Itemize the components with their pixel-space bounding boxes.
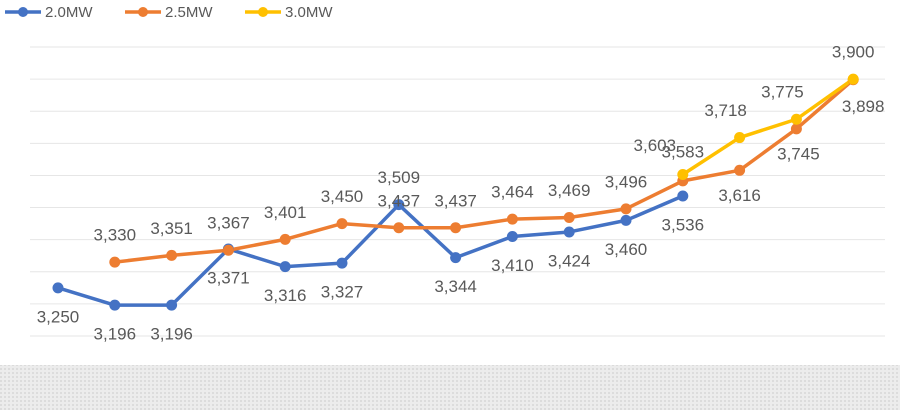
legend-label: 3.0MW (285, 4, 333, 21)
data-label: 3,898 (842, 97, 885, 116)
data-label: 3,327 (321, 283, 364, 302)
point (790, 123, 802, 135)
point (620, 214, 632, 226)
point (279, 233, 291, 245)
legend-label: 2.5MW (165, 4, 213, 21)
data-label: 3,344 (434, 277, 477, 296)
point (109, 299, 121, 311)
point (734, 132, 746, 144)
data-label: 3,509 (378, 168, 421, 187)
point (166, 299, 178, 311)
point (336, 218, 348, 230)
series-line (681, 77, 855, 176)
point (734, 164, 746, 176)
data-label: 3,196 (94, 325, 137, 344)
legend-marker (138, 7, 148, 17)
point (506, 230, 518, 242)
data-label: 3,371 (207, 268, 250, 287)
point (677, 168, 689, 180)
data-label: 3,367 (207, 214, 250, 233)
point (847, 73, 859, 85)
point (336, 257, 348, 269)
data-label: 3,496 (605, 172, 648, 191)
point (222, 244, 234, 256)
data-label: 3,401 (264, 203, 307, 222)
data-label: 3,437 (378, 191, 421, 210)
legend-marker (18, 7, 28, 17)
data-label: 3,351 (150, 219, 193, 238)
data-label: 3,196 (150, 325, 193, 344)
data-label: 3,464 (491, 183, 534, 202)
point (620, 203, 632, 215)
data-label: 3,437 (434, 191, 477, 210)
data-label: 3,250 (37, 307, 80, 326)
data-label: 3,450 (321, 187, 364, 206)
data-label: 3,410 (491, 256, 534, 275)
data-label: 3,745 (777, 144, 820, 163)
point (563, 212, 575, 224)
legend-marker (258, 7, 268, 17)
data-label: 3,330 (94, 226, 137, 245)
point (450, 222, 462, 234)
data-label: 3,460 (605, 240, 648, 259)
legend-label: 2.0MW (45, 4, 93, 21)
series-line (114, 78, 855, 264)
point (506, 213, 518, 225)
data-label: 3,469 (548, 181, 591, 200)
point (166, 249, 178, 261)
point (52, 282, 64, 294)
data-label: 3,718 (704, 101, 747, 120)
data-label: 3,536 (662, 215, 705, 234)
point (677, 190, 689, 202)
point (393, 222, 405, 234)
point (393, 199, 405, 211)
legend: 2.0MW 2.5MW 3.0MW (5, 4, 333, 21)
data-label: 3,316 (264, 286, 307, 305)
series-line (57, 194, 684, 307)
point (279, 261, 291, 273)
obscured-strip (0, 365, 900, 410)
data-label: 3,583 (662, 142, 705, 161)
point (563, 226, 575, 238)
data-label: 3,424 (548, 251, 591, 270)
point (109, 256, 121, 268)
data-label: 3,603 (634, 136, 677, 155)
data-label: 3,775 (761, 83, 804, 102)
point (450, 252, 462, 264)
data-label: 3,900 (832, 43, 875, 62)
data-label: 3,616 (718, 186, 761, 205)
point (790, 113, 802, 125)
